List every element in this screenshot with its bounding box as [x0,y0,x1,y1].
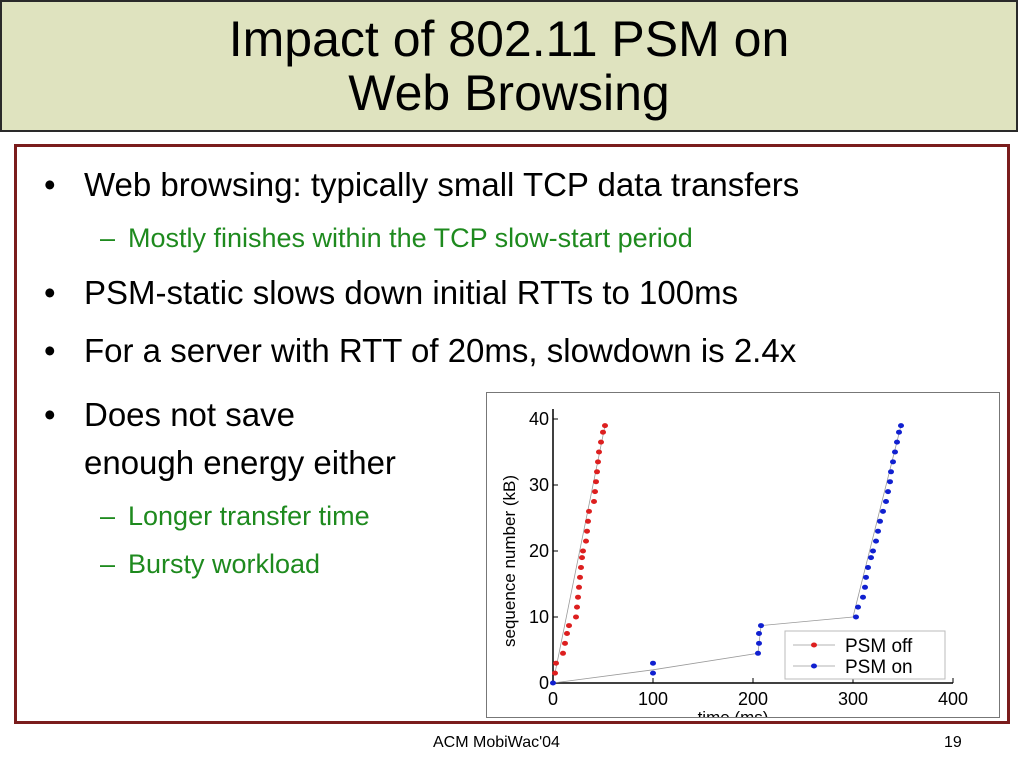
data-point-2 [875,528,881,534]
data-point-2 [883,499,889,504]
subbullet-dash: – [100,501,116,531]
data-point-1 [560,650,566,656]
y-tick-label: 0 [539,673,549,693]
legend-label-2: PSM on [845,657,913,678]
data-point-1 [576,584,582,590]
x-tick-label: 100 [638,689,668,709]
data-point-1 [578,565,584,570]
data-point-1 [585,518,591,524]
data-point-1 [575,594,581,600]
subbullet-1-text: Mostly finishes within the TCP slow-star… [128,223,693,253]
slide-title-line2: Web Browsing [348,65,670,121]
x-tick-label: 200 [738,689,768,709]
data-point-1 [591,499,597,504]
data-point-2 [890,459,896,465]
bullet-1-text: Web browsing: typically small TCP data t… [84,166,800,203]
data-point-1 [579,555,585,561]
y-axis-label: sequence number (kB) [500,475,519,647]
legend-marker-1 [811,642,817,648]
data-point-2 [650,660,656,666]
data-point-1 [592,489,598,495]
y-tick-label: 30 [529,475,549,495]
data-point-2 [896,429,902,435]
slide-title-line1: Impact of 802.11 PSM on [228,11,790,67]
y-tick-label: 20 [529,541,549,561]
x-tick-label: 400 [938,689,968,709]
data-point-1 [584,528,590,534]
footer-page-number: 19 [944,734,962,751]
data-point-1 [553,660,559,666]
chart-frame: 0 100 200 300 400 0 10 20 30 40 time (ms) sequence … [486,392,1000,727]
legend-marker-2 [811,663,817,669]
data-point-2 [888,469,894,475]
data-point-2 [868,555,874,561]
subbullet-3-text: Bursty workload [128,549,321,579]
data-point-2 [892,449,898,455]
data-point-1 [562,640,568,646]
data-point-2 [863,574,869,580]
data-point-1 [596,449,602,455]
data-point-2 [865,565,871,570]
subbullet-dash: – [100,549,116,579]
data-point-2 [758,623,764,629]
bullet-dot: • [44,396,56,433]
data-point-2 [860,594,866,600]
data-point-1 [595,459,601,465]
data-point-1 [602,423,608,429]
data-point-1 [552,670,558,676]
data-point-2 [650,670,656,676]
data-point-2 [855,604,861,610]
data-point-2 [877,518,883,524]
data-point-1 [564,631,570,636]
data-point-1 [583,538,589,544]
data-point-2 [898,423,904,429]
bullet-dot: • [44,166,56,203]
data-point-1 [573,614,579,620]
subbullet-dash: – [100,223,116,253]
data-point-1 [574,604,580,610]
data-point-2 [862,584,868,590]
data-point-2 [870,548,876,554]
series-line-1 [554,425,606,674]
y-tick-label: 40 [529,409,549,429]
bullet-2-text: PSM-static slows down initial RTTs to 10… [84,274,739,311]
subbullet-2-text: Longer transfer time [128,501,370,531]
data-point-2 [873,538,879,544]
footer-venue: ACM MobiWac'04 [433,734,560,751]
data-point-2 [756,640,762,646]
data-point-2 [885,489,891,495]
data-point-1 [598,439,604,445]
data-point-2 [894,439,900,445]
y-tick-label: 10 [529,607,549,627]
data-point-1 [580,548,586,554]
bullet-4-text-line2: enough energy either [84,444,396,481]
x-axis-label: time (ms) [698,708,769,717]
x-tick-label: 300 [838,689,868,709]
data-point-1 [593,479,599,485]
bullet-dot: • [44,274,56,311]
bullet-4-text-line1: Does not save [84,396,295,433]
sequence-time-chart: 0 100 200 300 400 0 10 20 30 40 time (ms) sequence … [500,409,968,727]
data-point-1 [566,623,572,629]
bullet-dot: • [44,332,56,369]
data-point-1 [586,508,592,514]
data-point-2 [756,631,762,636]
data-point-1 [577,574,583,580]
series-line-2 [552,425,902,684]
legend-label-1: PSM off [845,636,913,657]
legend-box [784,630,946,680]
data-point-2 [880,508,886,514]
slide-title-box: Impact of 802.11 PSM on Web Browsing [0,0,1018,132]
data-point-2 [853,614,859,620]
data-point-2 [755,650,761,656]
x-tick-label: 0 [548,689,558,709]
data-point-2 [550,680,556,686]
data-point-2 [887,479,893,485]
data-point-1 [594,469,600,475]
data-point-1 [600,429,606,435]
bullet-3-text: For a server with RTT of 20ms, slowdown … [84,332,797,369]
